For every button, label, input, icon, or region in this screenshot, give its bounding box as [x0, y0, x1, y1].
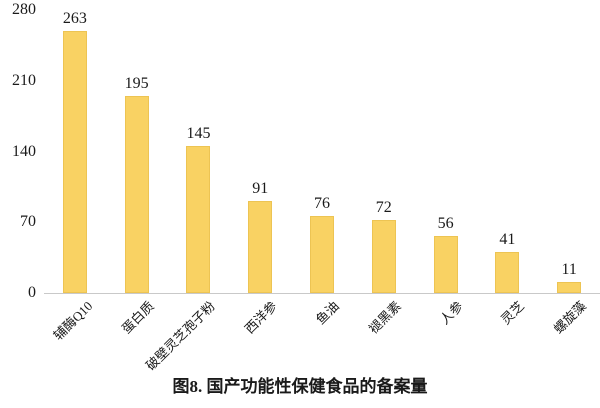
- bar: [248, 201, 273, 293]
- bar-column: 11 螺旋藻: [538, 10, 600, 336]
- bar-column: 72 褪黑素: [353, 10, 415, 336]
- x-axis-label: 西洋参: [241, 298, 281, 337]
- bar-column: 76 鱼油: [291, 10, 353, 327]
- bar-column: 91 西洋参: [229, 10, 291, 336]
- bar-value-label: 195: [124, 75, 149, 93]
- bar: [124, 96, 149, 293]
- y-axis-tick-label: 140: [12, 142, 36, 160]
- bar-value-label: 11: [561, 261, 577, 279]
- x-axis-line: [44, 293, 600, 294]
- x-axis-label: 褪黑素: [365, 298, 404, 337]
- y-axis-tick-label: 0: [28, 284, 36, 301]
- x-axis-label: 螺旋藻: [550, 298, 590, 337]
- bar-value-label: 263: [62, 10, 87, 27]
- bar-value-label: 56: [437, 215, 454, 233]
- bar-column: 56 人参: [415, 10, 477, 327]
- plot-area: 263 辅酶Q10 195 蛋白质 145 破壁灵芝孢子粉 91 西洋参 76 鱼油 72 褪黑素 56…: [44, 10, 600, 373]
- bar-column: 263 辅酶Q10: [44, 10, 106, 343]
- bar: [433, 236, 458, 293]
- y-axis-tick-label: 210: [12, 71, 36, 89]
- bar-value-label: 145: [186, 125, 211, 143]
- x-axis-label: 蛋白质: [118, 298, 157, 337]
- bar-column: 195 蛋白质: [106, 10, 168, 336]
- bar: [62, 30, 87, 293]
- bars-container: 263 辅酶Q10 195 蛋白质 145 破壁灵芝孢子粉 91 西洋参 76 鱼油 72 褪黑素 56…: [44, 10, 600, 373]
- bar-column: 41 灵芝: [476, 10, 538, 327]
- x-axis-label: 鱼油: [312, 298, 342, 328]
- x-axis-label: 辅酶Q10: [49, 298, 95, 344]
- y-axis-tick-label: 280: [12, 1, 36, 18]
- bar-value-label: 72: [375, 199, 392, 217]
- bar-value-label: 76: [314, 195, 331, 213]
- bar: [557, 282, 582, 293]
- y-axis: 0 70 140 210 280: [0, 2, 38, 301]
- bar: [310, 216, 335, 293]
- bar: [186, 146, 211, 293]
- bar-value-label: 91: [252, 180, 269, 198]
- bar-value-label: 41: [499, 231, 516, 249]
- x-axis-label: 灵芝: [498, 298, 528, 328]
- bar: [495, 252, 520, 293]
- y-axis-tick-label: 70: [20, 213, 36, 231]
- chart-title: 图8. 国产功能性保健食品的备案量: [172, 377, 428, 396]
- bar: [371, 220, 396, 293]
- bar-column: 145 破壁灵芝孢子粉: [143, 10, 230, 373]
- x-axis-label: 人参: [436, 298, 466, 328]
